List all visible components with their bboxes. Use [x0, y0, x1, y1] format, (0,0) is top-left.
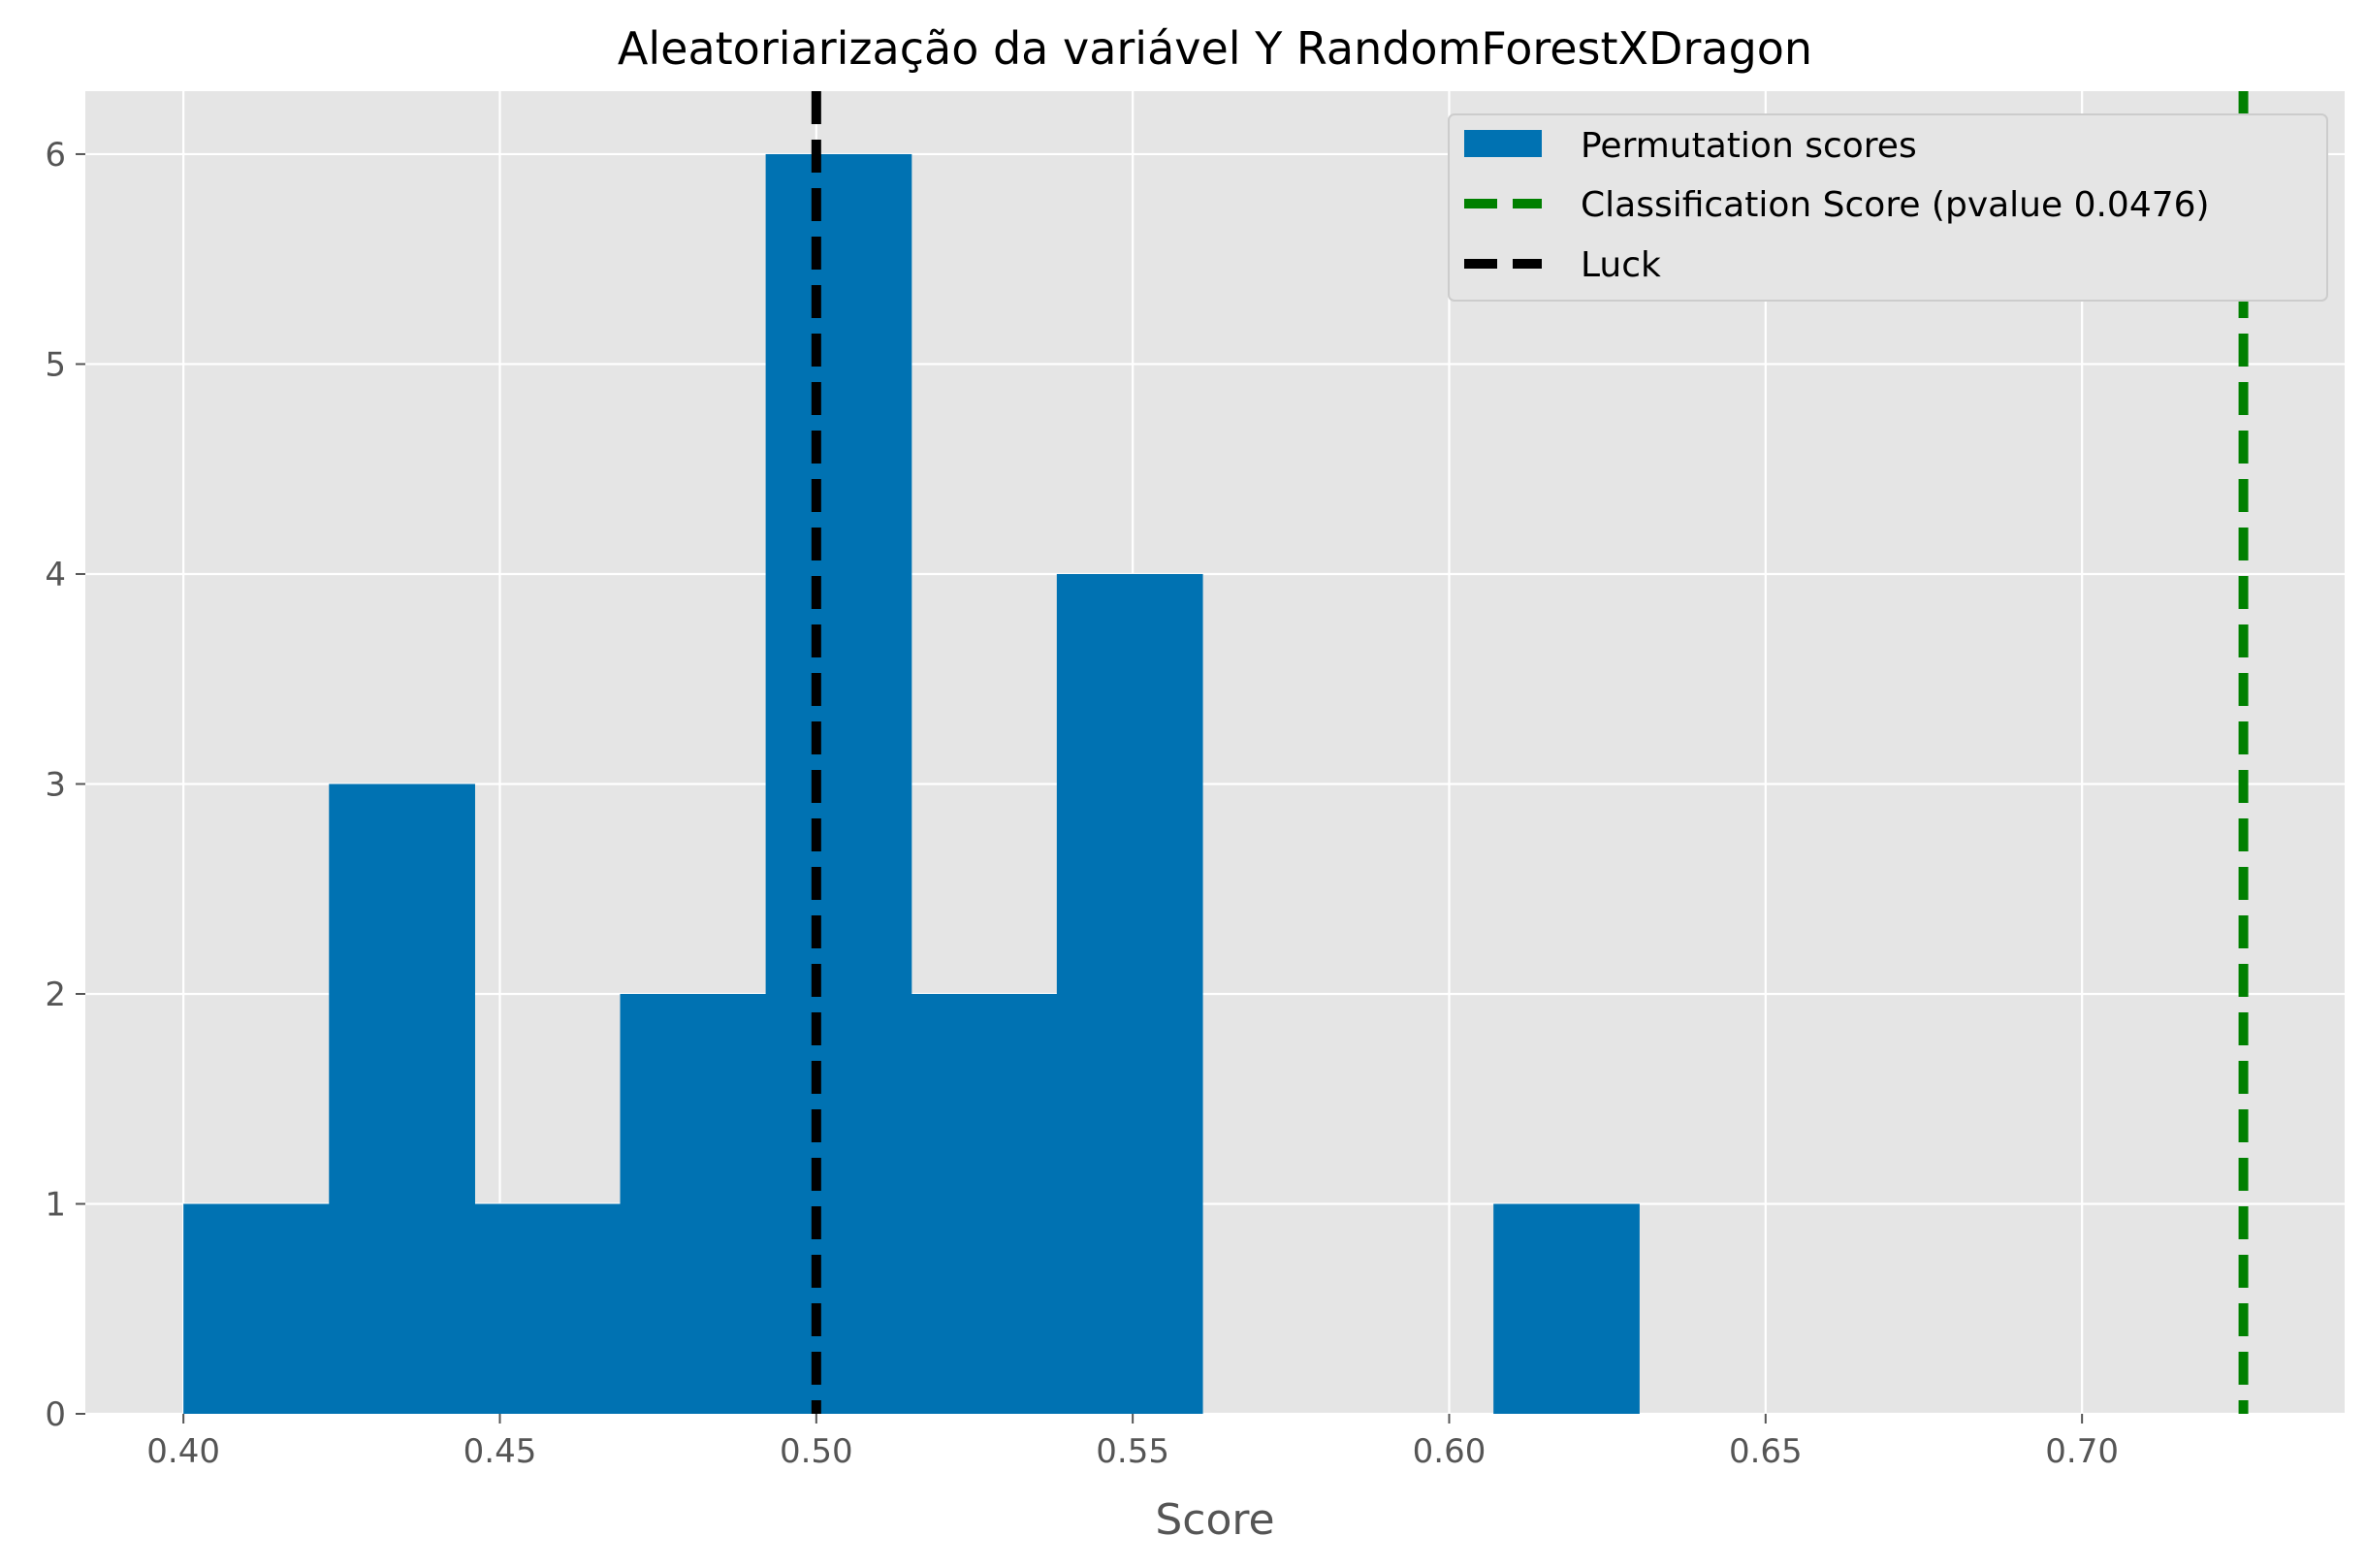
x-tick-label: 0.60: [1413, 1432, 1487, 1471]
x-tick-label: 0.55: [1096, 1432, 1169, 1471]
plot-area: 0.40 0.45 0.50 0.55 0.60 0.65 0.70 0 1 2 3 4 5 6: [45, 91, 2345, 1471]
histogram-bar: [911, 993, 1058, 1414]
legend-label-permutation: Permutation scores: [1581, 126, 1917, 166]
legend-box: [1448, 113, 2328, 302]
histogram-bar: [183, 1203, 330, 1414]
histogram-bar: [1493, 1203, 1640, 1414]
legend-label-classification: Classification Score (pvalue 0.0476): [1581, 185, 2210, 225]
legend-label-luck: Luck: [1581, 245, 1661, 285]
y-tick-label: 4: [45, 556, 66, 594]
histogram-bar: [1056, 573, 1203, 1414]
legend: Permutation scores Classification Score (…: [1448, 113, 2328, 302]
x-tick-label: 0.45: [464, 1432, 537, 1471]
y-tick-label: 6: [45, 136, 66, 175]
y-tick-label: 1: [45, 1185, 66, 1224]
x-tick-label: 0.70: [2045, 1432, 2119, 1471]
y-tick-label: 3: [45, 765, 66, 804]
y-tick-label: 0: [45, 1395, 66, 1434]
x-tick-label: 0.65: [1729, 1432, 1803, 1471]
x-tick-label: 0.40: [146, 1432, 220, 1471]
y-tick-label: 2: [45, 976, 66, 1014]
x-axis-label: Score: [1155, 1495, 1274, 1545]
histogram-bar: [620, 993, 767, 1414]
chart-title: Aleatoriarização da variável Y RandomFor…: [618, 22, 1812, 75]
legend-swatch-permutation: [1464, 130, 1542, 157]
y-tick-label: 5: [45, 345, 66, 384]
histogram-bar: [329, 784, 475, 1414]
x-tick-label: 0.50: [780, 1432, 853, 1471]
histogram-bar: [474, 1203, 622, 1414]
histogram-bar: [765, 153, 912, 1414]
